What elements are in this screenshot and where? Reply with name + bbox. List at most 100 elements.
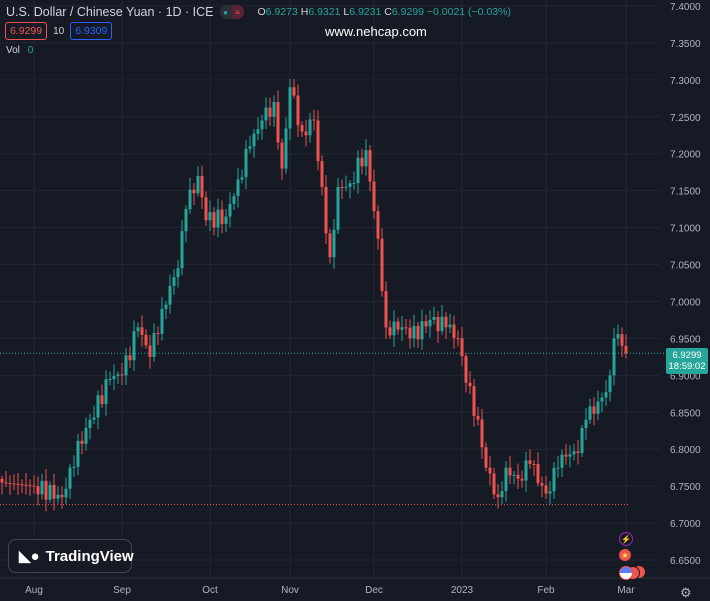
candle-body: [208, 212, 212, 221]
candle-body: [424, 321, 428, 327]
candle-body: [332, 229, 336, 258]
candle-body: [24, 484, 28, 486]
candle-body: [596, 401, 600, 414]
time-tick-label: Mar: [617, 585, 635, 596]
settings-gear-icon[interactable]: ⚙: [680, 585, 692, 600]
price-tick-label: 6.8000: [670, 445, 701, 456]
candle-body: [296, 95, 300, 126]
candle-body: [0, 478, 4, 483]
candle-body: [92, 417, 96, 420]
candle-body: [212, 212, 216, 228]
candle-body: [616, 334, 620, 339]
candle-body: [196, 175, 200, 194]
time-tick-label: Sep: [113, 585, 131, 596]
candle-body: [360, 157, 364, 167]
candle-body: [448, 324, 452, 328]
candle-body: [100, 395, 104, 405]
spread: 10: [53, 25, 65, 37]
candle-body: [452, 324, 456, 338]
price-tick-label: 7.3000: [670, 76, 701, 87]
candle-body: [568, 454, 572, 457]
candle-body: [428, 319, 432, 327]
candle-body: [260, 120, 264, 130]
candle-body: [164, 304, 168, 309]
candle-body: [580, 428, 584, 453]
candle-body: [180, 231, 184, 269]
candle-body: [248, 146, 252, 149]
candle-body: [200, 175, 204, 198]
price-tick-label: 7.3500: [670, 39, 701, 50]
candle-body: [224, 216, 228, 224]
lightning-event-icon[interactable]: ⚡: [619, 532, 633, 546]
price-tick-label: 6.7500: [670, 482, 701, 493]
candle-body: [536, 464, 540, 484]
candle-body: [588, 406, 592, 420]
candle-body: [308, 119, 312, 136]
candle-body: [320, 161, 324, 187]
candle-body: [280, 142, 284, 169]
candle-body: [184, 209, 188, 232]
candle-body: [252, 133, 256, 147]
candle-body: [284, 128, 288, 169]
candle-body: [44, 480, 48, 500]
candle-body: [220, 209, 224, 224]
candle-body: [372, 181, 376, 212]
candle-body: [288, 87, 292, 129]
candle-body: [80, 440, 84, 444]
market-status-toggle[interactable]: ● ≡: [219, 5, 244, 19]
candle-body: [20, 484, 24, 486]
candle-body: [176, 268, 180, 278]
candle-body: [144, 334, 148, 346]
candle-body: [600, 397, 604, 402]
candle-body: [292, 87, 296, 96]
candle-body: [560, 454, 564, 468]
candle-body: [32, 485, 36, 487]
candle-body: [544, 485, 548, 494]
china-flag-event-icon[interactable]: ★: [619, 549, 631, 561]
candle-body: [108, 379, 112, 381]
candle-body: [420, 321, 424, 340]
candle-body: [608, 375, 612, 393]
candle-body: [64, 488, 68, 498]
symbol-title[interactable]: U.S. Dollar / Chinese Yuan · 1D · ICE: [6, 5, 214, 19]
candle-body: [396, 321, 400, 330]
price-tick-label: 6.8500: [670, 408, 701, 419]
buy-button[interactable]: 6.9309: [70, 22, 113, 40]
candle-body: [160, 308, 164, 334]
candle-body: [48, 485, 52, 500]
candle-body: [392, 321, 396, 336]
candle-body: [148, 345, 152, 357]
sell-button[interactable]: 6.9299: [5, 22, 48, 40]
candle-body: [156, 333, 160, 335]
candle-body: [388, 327, 392, 336]
candle-body: [124, 355, 128, 376]
candle-body: [344, 186, 348, 188]
candle-body: [116, 374, 120, 377]
candle-body: [28, 485, 32, 487]
candle-body: [216, 209, 220, 228]
volume-indicator[interactable]: Vol 0: [6, 45, 34, 56]
watermark: www.nehcap.com: [325, 24, 427, 39]
candle-body: [472, 386, 476, 416]
time-tick-label: Dec: [365, 585, 383, 596]
candle-body: [4, 482, 8, 484]
price-tick-label: 7.1500: [670, 187, 701, 198]
candle-body: [532, 463, 536, 465]
candle-body: [464, 356, 468, 383]
candle-body: [592, 406, 596, 414]
candle-body: [256, 129, 260, 134]
tradingview-logo[interactable]: ◣● TradingView: [8, 539, 134, 573]
candle-body: [304, 131, 308, 136]
price-tick-label: 7.0500: [670, 261, 701, 272]
candle-body: [460, 338, 464, 357]
candle-body: [88, 419, 92, 428]
candle-body: [624, 345, 628, 354]
candle-body: [172, 277, 176, 286]
candle-body: [72, 466, 76, 468]
candle-body: [244, 148, 248, 178]
candle-body: [404, 327, 408, 329]
us-flag-event-icon[interactable]: [619, 566, 633, 580]
candle-body: [316, 120, 320, 162]
candle-body: [468, 382, 472, 387]
